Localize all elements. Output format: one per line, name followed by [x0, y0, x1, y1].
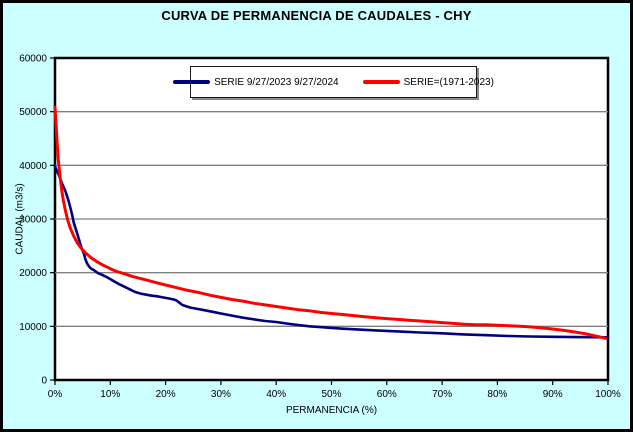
y-tick-label: 20000 — [19, 268, 47, 279]
x-tick-label: 80% — [487, 389, 507, 400]
x-tick-label: 90% — [543, 389, 563, 400]
y-tick-label: 0 — [41, 376, 47, 387]
x-tick-label: 50% — [321, 389, 341, 400]
legend[interactable]: SERIE 9/27/2023 9/27/2024 SERIE=(1971-20… — [173, 66, 494, 98]
x-tick-label: 10% — [100, 389, 120, 400]
y-tick-label: 40000 — [19, 161, 47, 172]
legend-item-serie-1971-2023: SERIE=(1971-2023) — [362, 76, 494, 88]
legend-item-serie-2023-2024: SERIE 9/27/2023 9/27/2024 — [173, 77, 339, 88]
legend-label: SERIE=(1971-2023) — [403, 76, 494, 88]
x-tick-label: 20% — [156, 389, 176, 400]
y-tick-label: 50000 — [19, 107, 47, 118]
y-tick-label: 30000 — [19, 215, 47, 226]
series-line-1 — [53, 105, 608, 340]
legend-line-sample-blue — [173, 80, 211, 84]
x-axis-title: PERMANENCIA (%) — [285, 405, 378, 416]
series-line-0 — [53, 165, 610, 339]
x-tick-label: 60% — [377, 389, 397, 400]
legend-label: SERIE 9/27/2023 9/27/2024 — [214, 76, 339, 88]
y-tick-label: 10000 — [19, 322, 47, 333]
x-tick-label: 70% — [432, 389, 452, 400]
x-tick-label: 0% — [48, 389, 63, 400]
x-tick-label: 30% — [211, 389, 231, 400]
y-tick-label: 60000 — [19, 54, 47, 65]
chart-title: CURVA DE PERMANENCIA DE CAUDALES - CHY — [161, 8, 472, 23]
legend-line-sample-red — [362, 80, 400, 84]
y-axis-title: CAUDAL (m3/s) — [14, 183, 26, 255]
x-tick-label: 100% — [595, 389, 621, 400]
x-tick-label: 40% — [266, 389, 286, 400]
